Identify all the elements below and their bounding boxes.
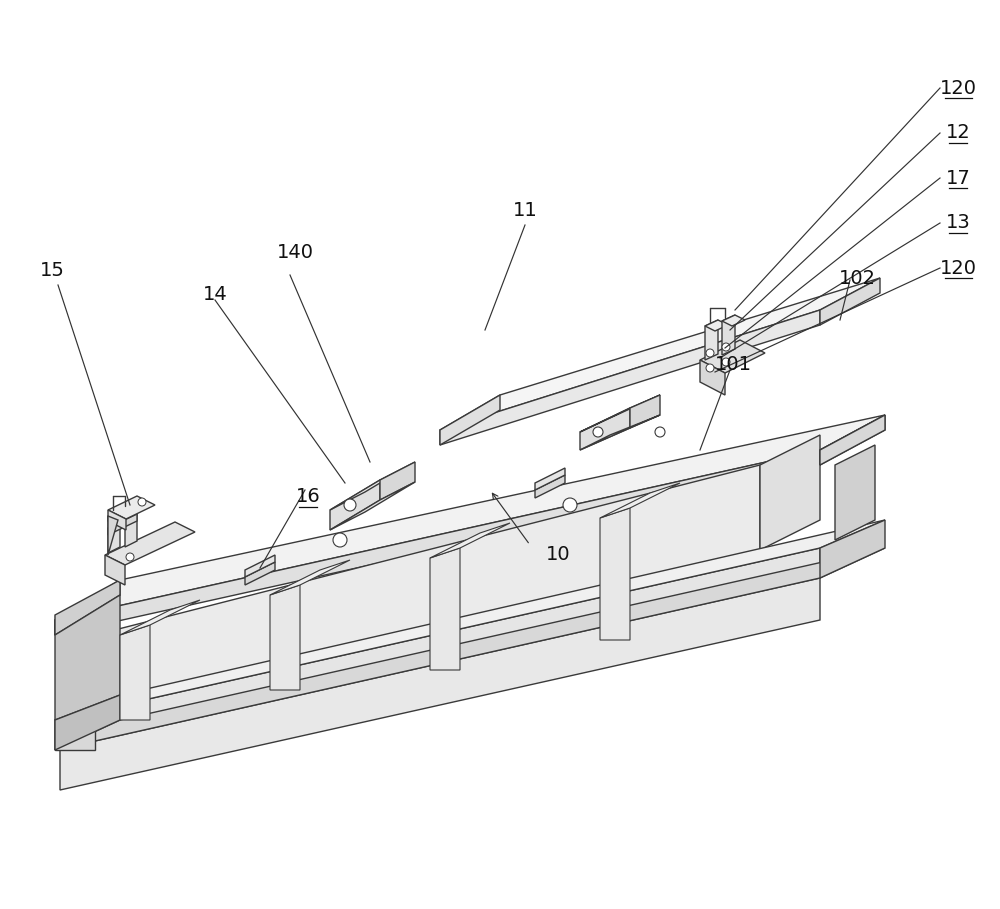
Polygon shape: [55, 615, 95, 635]
Polygon shape: [55, 695, 120, 750]
Text: 140: 140: [276, 243, 314, 262]
Polygon shape: [440, 310, 820, 445]
Polygon shape: [535, 468, 565, 490]
Polygon shape: [108, 516, 118, 555]
Polygon shape: [55, 595, 120, 720]
Text: 11: 11: [513, 201, 537, 219]
Polygon shape: [55, 580, 120, 635]
Polygon shape: [630, 395, 660, 428]
Polygon shape: [55, 580, 120, 635]
Polygon shape: [55, 520, 885, 720]
Polygon shape: [430, 523, 510, 558]
Polygon shape: [535, 475, 565, 498]
Text: 12: 12: [946, 124, 970, 143]
Polygon shape: [380, 462, 415, 500]
Polygon shape: [95, 465, 760, 720]
Circle shape: [563, 498, 577, 512]
Circle shape: [344, 499, 356, 511]
Polygon shape: [108, 514, 137, 535]
Polygon shape: [820, 520, 885, 578]
Text: 17: 17: [946, 168, 970, 187]
Polygon shape: [820, 415, 885, 465]
Polygon shape: [55, 720, 95, 750]
Text: 13: 13: [946, 214, 970, 233]
Circle shape: [138, 498, 146, 506]
Polygon shape: [440, 395, 500, 445]
Circle shape: [706, 349, 714, 357]
Text: 10: 10: [546, 545, 570, 564]
Polygon shape: [330, 462, 415, 510]
Text: 14: 14: [203, 285, 227, 305]
Circle shape: [593, 427, 603, 437]
Polygon shape: [108, 510, 126, 530]
Polygon shape: [105, 555, 125, 585]
Text: 101: 101: [714, 355, 752, 375]
Polygon shape: [700, 360, 725, 395]
Polygon shape: [600, 483, 680, 518]
Polygon shape: [55, 415, 885, 620]
Text: 120: 120: [940, 78, 976, 97]
Polygon shape: [722, 315, 745, 326]
Polygon shape: [55, 548, 885, 750]
Polygon shape: [330, 480, 380, 530]
Polygon shape: [108, 496, 155, 519]
Polygon shape: [125, 504, 137, 547]
Polygon shape: [820, 278, 880, 325]
Polygon shape: [108, 510, 120, 553]
Circle shape: [333, 533, 347, 547]
Circle shape: [706, 364, 714, 372]
Polygon shape: [580, 408, 630, 450]
Text: 102: 102: [838, 268, 876, 287]
Circle shape: [722, 358, 730, 366]
Polygon shape: [245, 562, 275, 585]
Polygon shape: [82, 635, 95, 720]
Polygon shape: [105, 522, 195, 565]
Polygon shape: [760, 435, 820, 550]
Circle shape: [655, 427, 665, 437]
Polygon shape: [580, 395, 660, 432]
Polygon shape: [440, 278, 880, 430]
Polygon shape: [580, 415, 660, 450]
Polygon shape: [330, 482, 415, 530]
Polygon shape: [245, 555, 275, 577]
Polygon shape: [120, 625, 150, 720]
Circle shape: [126, 553, 134, 561]
Polygon shape: [722, 315, 735, 355]
Polygon shape: [120, 600, 200, 635]
Text: 16: 16: [296, 487, 320, 506]
Polygon shape: [270, 560, 350, 595]
Polygon shape: [700, 340, 765, 373]
Polygon shape: [55, 548, 820, 750]
Circle shape: [722, 343, 730, 351]
Text: 15: 15: [40, 261, 64, 279]
Polygon shape: [430, 548, 460, 670]
Polygon shape: [270, 585, 300, 690]
Polygon shape: [705, 320, 718, 360]
Polygon shape: [705, 320, 728, 331]
Polygon shape: [55, 450, 820, 635]
Polygon shape: [820, 415, 885, 465]
Polygon shape: [60, 570, 820, 790]
Text: 120: 120: [940, 258, 976, 277]
Polygon shape: [835, 445, 875, 540]
Polygon shape: [600, 508, 630, 640]
